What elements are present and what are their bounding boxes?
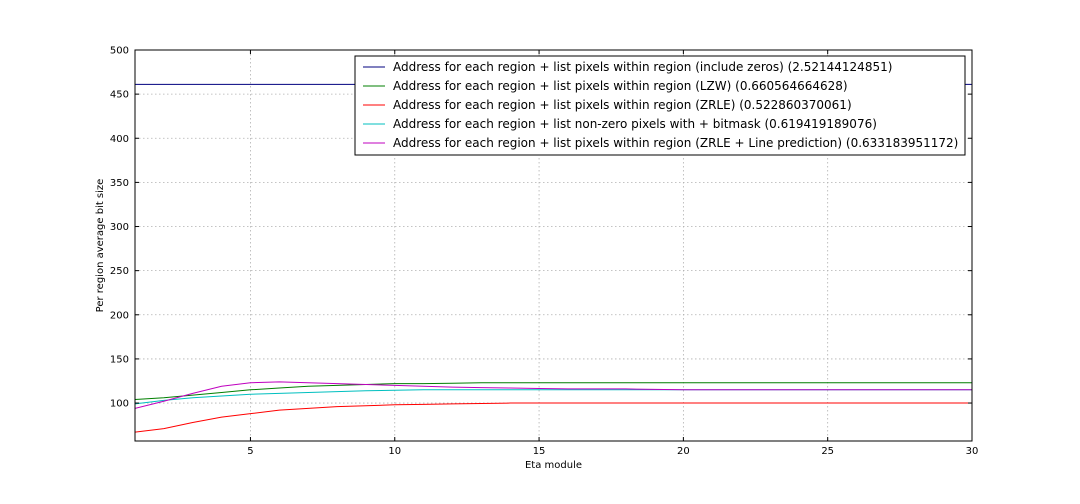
axis-ticks: 5 10 15 20 25 30 100 150 200 250 300 350 400 450 500 xyxy=(110,46,978,458)
y-tick-label: 200 xyxy=(110,310,129,321)
x-tick-label: 15 xyxy=(533,446,546,457)
y-tick-label: 450 xyxy=(110,90,129,101)
series-line-3 xyxy=(135,402,972,433)
legend: Address for each region + list pixels wi… xyxy=(354,55,966,156)
plot-frame xyxy=(134,49,973,442)
y-tick-label: 400 xyxy=(110,134,129,145)
x-tick-label: 5 xyxy=(247,446,253,457)
legend-label: Address for each region + list pixels wi… xyxy=(393,98,852,112)
y-tick-label: 100 xyxy=(110,399,129,410)
x-tick-label: 30 xyxy=(966,446,979,457)
y-tick-label: 300 xyxy=(110,222,129,233)
x-tick-label: 25 xyxy=(821,446,834,457)
y-axis-label: Per region average bit size xyxy=(95,179,106,313)
series-line-5 xyxy=(135,381,972,409)
series-line-2 xyxy=(135,382,972,401)
x-axis-label: Eta module xyxy=(525,460,582,471)
series-line-4 xyxy=(135,389,972,405)
legend-label: Address for each region + list pixels wi… xyxy=(393,136,958,150)
legend-box xyxy=(354,55,966,156)
y-tick-label: 350 xyxy=(110,178,129,189)
legend-label: Address for each region + list pixels wi… xyxy=(393,79,848,93)
legend-label: Address for each region + list pixels wi… xyxy=(393,60,892,74)
y-tick-label: 500 xyxy=(110,46,129,57)
y-tick-label: 150 xyxy=(110,354,129,365)
legend-label: Address for each region + list non-zero … xyxy=(393,117,877,131)
x-tick-label: 20 xyxy=(677,446,690,457)
x-tick-label: 10 xyxy=(388,446,401,457)
y-tick-label: 250 xyxy=(110,266,129,277)
